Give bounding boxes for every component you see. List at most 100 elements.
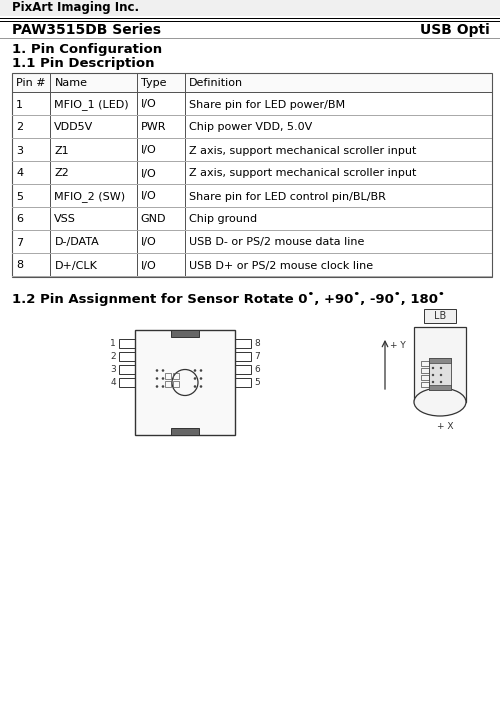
Text: VSS: VSS [54, 214, 76, 224]
Bar [429, 358, 451, 363]
Circle shape [194, 385, 196, 388]
Bar [0, 18, 500, 19]
Text: 2: 2 [110, 352, 116, 361]
Bar [12, 73, 492, 93]
Text: Chip power VDD, 5.0V: Chip power VDD, 5.0V [189, 123, 312, 133]
Bar [12, 92, 492, 93]
Circle shape [194, 377, 196, 380]
Bar [185, 73, 186, 277]
Text: 8: 8 [16, 261, 23, 271]
Bar [173, 373, 179, 378]
Text: Pin #: Pin # [16, 78, 46, 88]
Bar [429, 358, 451, 390]
Circle shape [440, 374, 442, 376]
Bar [429, 385, 451, 390]
Text: LB: LB [434, 311, 446, 321]
Circle shape [156, 377, 158, 380]
Text: Name: Name [54, 78, 88, 88]
Text: + Y: + Y [390, 341, 406, 349]
Text: 1.2 Pin Assignment for Sensor Rotate 0˚, +90˚, -90˚, 180˚: 1.2 Pin Assignment for Sensor Rotate 0˚,… [12, 292, 445, 306]
Bar [421, 361, 429, 366]
Bar [424, 309, 456, 323]
Text: I/O: I/O [141, 146, 156, 156]
Text: PAW3515DB Series: PAW3515DB Series [12, 23, 161, 37]
Text: 3: 3 [110, 365, 116, 374]
Bar [235, 352, 251, 361]
Text: 5: 5 [16, 191, 23, 201]
Bar [50, 73, 51, 277]
Circle shape [432, 381, 434, 383]
Circle shape [162, 385, 164, 388]
Text: D-/DATA: D-/DATA [54, 238, 99, 248]
Circle shape [432, 374, 434, 376]
Circle shape [200, 385, 202, 388]
Bar [414, 327, 466, 402]
Bar [119, 352, 135, 361]
Circle shape [440, 367, 442, 369]
Text: Z axis, support mechanical scroller input: Z axis, support mechanical scroller inpu… [189, 169, 416, 178]
Text: I/O: I/O [141, 191, 156, 201]
Bar [421, 368, 429, 373]
Bar [165, 381, 171, 386]
Text: 6: 6 [254, 365, 260, 374]
Circle shape [156, 385, 158, 388]
Bar [12, 73, 492, 277]
Text: 7: 7 [16, 238, 23, 248]
Text: MFIO_2 (SW): MFIO_2 (SW) [54, 191, 126, 202]
Text: 4: 4 [110, 378, 116, 387]
Bar [421, 381, 429, 386]
Circle shape [432, 367, 434, 369]
Text: I/O: I/O [141, 169, 156, 178]
Text: 1.1 Pin Description: 1.1 Pin Description [12, 56, 154, 69]
Bar [421, 375, 429, 380]
Text: Z axis, support mechanical scroller input: Z axis, support mechanical scroller inpu… [189, 146, 416, 156]
Text: Share pin for LED control pin/BL/BR: Share pin for LED control pin/BL/BR [189, 191, 386, 201]
Circle shape [194, 369, 196, 372]
Text: D+/CLK: D+/CLK [54, 261, 98, 271]
Bar [171, 428, 199, 435]
Text: 2: 2 [16, 123, 23, 133]
Bar [137, 73, 138, 277]
Bar [0, 21, 500, 22]
Text: USB D- or PS/2 mouse data line: USB D- or PS/2 mouse data line [189, 238, 364, 248]
Circle shape [156, 369, 158, 372]
Text: Type: Type [141, 78, 167, 88]
Text: Z1: Z1 [54, 146, 69, 156]
Bar [0, 0, 500, 16]
Text: PWR: PWR [141, 123, 167, 133]
Text: USB D+ or PS/2 mouse clock line: USB D+ or PS/2 mouse clock line [189, 261, 373, 271]
Bar [165, 373, 171, 378]
Ellipse shape [414, 388, 466, 416]
Text: PixArt Imaging Inc.: PixArt Imaging Inc. [12, 1, 139, 14]
Bar [119, 378, 135, 387]
Bar [119, 339, 135, 348]
Text: 7: 7 [254, 352, 260, 361]
Circle shape [200, 369, 202, 372]
Text: Z2: Z2 [54, 169, 69, 178]
Text: I/O: I/O [141, 99, 156, 109]
Text: + X: + X [437, 422, 453, 431]
Bar [235, 378, 251, 387]
Circle shape [162, 377, 164, 380]
Text: 6: 6 [16, 214, 23, 224]
Text: GND: GND [141, 214, 167, 224]
Text: I/O: I/O [141, 238, 156, 248]
Text: 8: 8 [254, 339, 260, 348]
Bar [235, 339, 251, 348]
Text: Share pin for LED power/BM: Share pin for LED power/BM [189, 99, 345, 109]
Text: USB Opti: USB Opti [420, 23, 490, 37]
Bar [135, 330, 235, 435]
Text: 5: 5 [254, 378, 260, 387]
Bar [171, 330, 199, 337]
Text: VDD5V: VDD5V [54, 123, 94, 133]
Circle shape [440, 381, 442, 383]
Text: 3: 3 [16, 146, 23, 156]
Bar [119, 365, 135, 374]
Text: Chip ground: Chip ground [189, 214, 257, 224]
Bar [173, 381, 179, 386]
Text: 4: 4 [16, 169, 23, 178]
Text: 1: 1 [110, 339, 116, 348]
Text: I/O: I/O [141, 261, 156, 271]
Text: 1. Pin Configuration: 1. Pin Configuration [12, 43, 162, 56]
Circle shape [162, 369, 164, 372]
